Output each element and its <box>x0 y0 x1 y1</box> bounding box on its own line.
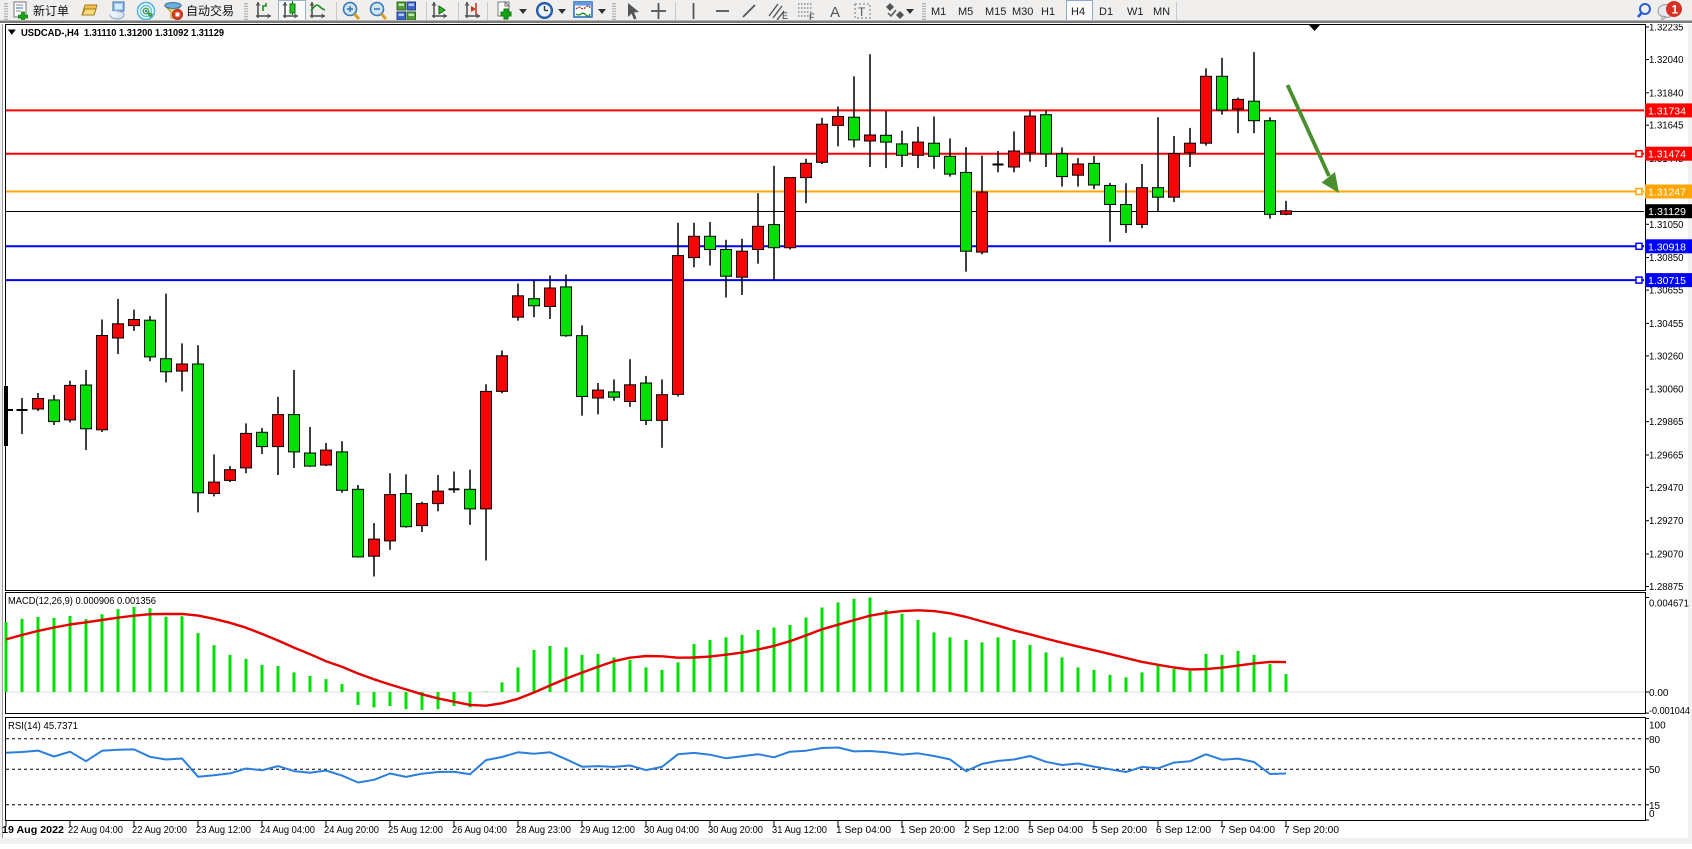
svg-text:1.29270: 1.29270 <box>1649 516 1684 527</box>
svg-text:T: T <box>858 5 866 19</box>
svg-text:25 Aug 12:00: 25 Aug 12:00 <box>388 825 443 836</box>
svg-text:1.31734: 1.31734 <box>1648 105 1686 117</box>
svg-text:30 Aug 04:00: 30 Aug 04:00 <box>644 825 699 836</box>
svg-text:100: 100 <box>1649 721 1666 732</box>
svg-text:1.31247: 1.31247 <box>1648 187 1686 199</box>
svg-text:1.29865: 1.29865 <box>1649 417 1684 428</box>
svg-text:1.30260: 1.30260 <box>1649 351 1684 362</box>
svg-text:-0.001044: -0.001044 <box>1649 706 1690 717</box>
svg-text:D1: D1 <box>1099 6 1113 18</box>
svg-text:自动交易: 自动交易 <box>186 3 234 18</box>
svg-text:1.32235: 1.32235 <box>1649 24 1684 34</box>
svg-text:1.30060: 1.30060 <box>1649 385 1684 396</box>
svg-text:1.30918: 1.30918 <box>1648 241 1686 253</box>
svg-text:22 Aug 04:00: 22 Aug 04:00 <box>68 825 123 836</box>
svg-text:1.30655: 1.30655 <box>1649 286 1684 297</box>
svg-text:1.30455: 1.30455 <box>1649 319 1684 330</box>
svg-text:15: 15 <box>1649 801 1661 812</box>
svg-text:1 Sep 04:00: 1 Sep 04:00 <box>836 825 891 836</box>
svg-text:M30: M30 <box>1012 6 1033 18</box>
svg-text:0: 0 <box>1649 809 1655 820</box>
svg-text:M1: M1 <box>931 6 946 18</box>
svg-text:1.32040: 1.32040 <box>1649 55 1684 66</box>
svg-text:新订单: 新订单 <box>33 3 69 18</box>
svg-text:26 Aug 04:00: 26 Aug 04:00 <box>452 825 507 836</box>
svg-text:31 Aug 12:00: 31 Aug 12:00 <box>772 825 827 836</box>
svg-text:5 Sep 20:00: 5 Sep 20:00 <box>1092 825 1147 836</box>
svg-text:7 Sep 04:00: 7 Sep 04:00 <box>1220 825 1275 836</box>
svg-text:1.31129: 1.31129 <box>1648 206 1686 218</box>
svg-text:H1: H1 <box>1041 6 1055 18</box>
svg-text:1.31050: 1.31050 <box>1649 220 1684 231</box>
svg-text:E: E <box>782 11 788 21</box>
svg-text:19 Aug 2022: 19 Aug 2022 <box>2 825 64 836</box>
svg-text:22 Aug 20:00: 22 Aug 20:00 <box>132 825 187 836</box>
svg-text:A: A <box>830 4 840 21</box>
svg-text:0.00: 0.00 <box>1649 688 1669 699</box>
svg-text:1.31840: 1.31840 <box>1649 88 1684 99</box>
svg-text:1.31474: 1.31474 <box>1648 149 1686 161</box>
svg-text:1: 1 <box>1672 3 1679 17</box>
svg-text:23 Aug 12:00: 23 Aug 12:00 <box>196 825 251 836</box>
svg-text:1.31645: 1.31645 <box>1649 121 1684 132</box>
svg-text:2 Sep 12:00: 2 Sep 12:00 <box>964 825 1019 836</box>
svg-text:W1: W1 <box>1127 6 1144 18</box>
svg-text:28 Aug 23:00: 28 Aug 23:00 <box>516 825 571 836</box>
svg-text:RSI(14) 45.7371: RSI(14) 45.7371 <box>8 721 78 732</box>
svg-text:7 Sep 20:00: 7 Sep 20:00 <box>1284 825 1339 836</box>
svg-text:H4: H4 <box>1071 6 1085 18</box>
svg-text:5 Sep 04:00: 5 Sep 04:00 <box>1028 825 1083 836</box>
svg-text:1.28875: 1.28875 <box>1649 582 1684 593</box>
svg-text:MACD(12,26,9) 0.000906 0.00135: MACD(12,26,9) 0.000906 0.001356 <box>8 596 156 607</box>
svg-text:1.31110 1.31200 1.31092 1.3112: 1.31110 1.31200 1.31092 1.31129 <box>84 28 224 39</box>
svg-text:1.30850: 1.30850 <box>1649 253 1684 264</box>
svg-text:1.30715: 1.30715 <box>1648 275 1686 287</box>
svg-text:0.004671: 0.004671 <box>1649 599 1689 610</box>
svg-text:F: F <box>809 12 815 22</box>
svg-text:M15: M15 <box>985 6 1006 18</box>
svg-text:MN: MN <box>1153 6 1170 18</box>
svg-text:1 Sep 20:00: 1 Sep 20:00 <box>900 825 955 836</box>
svg-text:24 Aug 04:00: 24 Aug 04:00 <box>260 825 315 836</box>
svg-text:30 Aug 20:00: 30 Aug 20:00 <box>708 825 763 836</box>
svg-text:29 Aug 12:00: 29 Aug 12:00 <box>580 825 635 836</box>
svg-text:24 Aug 20:00: 24 Aug 20:00 <box>324 825 379 836</box>
svg-text:50: 50 <box>1649 765 1661 776</box>
svg-text:80: 80 <box>1649 735 1661 746</box>
svg-text:1.29070: 1.29070 <box>1649 550 1684 561</box>
svg-text:USDCAD-,H4: USDCAD-,H4 <box>21 28 79 39</box>
svg-text:1.29470: 1.29470 <box>1649 483 1684 494</box>
svg-text:6 Sep 12:00: 6 Sep 12:00 <box>1156 825 1211 836</box>
svg-text:1.29665: 1.29665 <box>1649 451 1684 462</box>
svg-text:M5: M5 <box>958 6 973 18</box>
